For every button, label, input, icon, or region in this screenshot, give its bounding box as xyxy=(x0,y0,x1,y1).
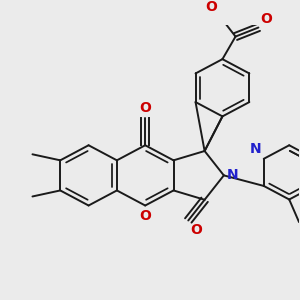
Text: O: O xyxy=(139,101,151,116)
Text: O: O xyxy=(205,0,217,14)
Text: O: O xyxy=(190,223,202,237)
Text: N: N xyxy=(227,168,239,182)
Text: O: O xyxy=(139,209,151,223)
Text: N: N xyxy=(250,142,262,156)
Text: O: O xyxy=(260,12,272,26)
